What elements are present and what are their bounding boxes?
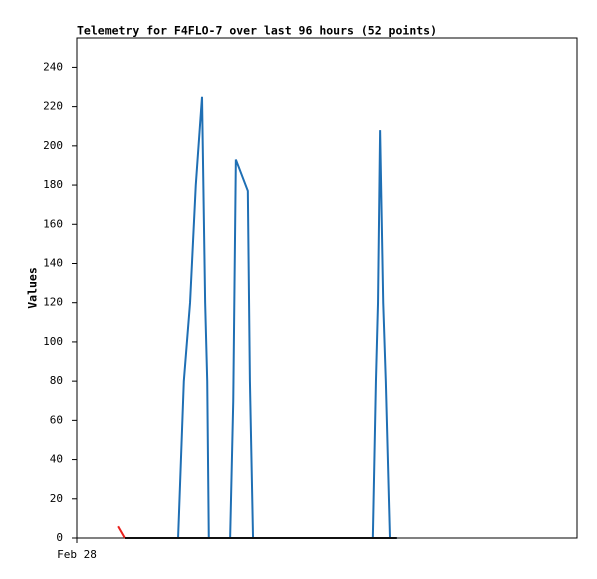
series-line <box>117 525 126 539</box>
x-tick-label: Feb 28 <box>57 548 97 561</box>
y-tick-label: 180 <box>43 178 63 191</box>
plot-frame <box>76 37 578 539</box>
chart-title: Telemetry for F4FLO-7 over last 96 hours… <box>77 24 437 38</box>
y-tick-label: 120 <box>43 296 63 309</box>
y-tick-label: 40 <box>50 453 63 466</box>
y-tick-label: 200 <box>43 139 63 152</box>
y-tick-label: 220 <box>43 100 63 113</box>
y-tick-label: 240 <box>43 60 63 73</box>
y-tick-label: 80 <box>50 374 63 387</box>
y-tick-label: 20 <box>50 492 63 505</box>
y-tick-label: 140 <box>43 256 63 269</box>
y-tick-label: 100 <box>43 335 63 348</box>
y-axis-label: Values <box>26 267 40 309</box>
y-tick-label: 160 <box>43 217 63 230</box>
y-tick-label: 0 <box>56 531 63 544</box>
y-tick-label: 60 <box>50 413 63 426</box>
series-line <box>124 96 397 539</box>
